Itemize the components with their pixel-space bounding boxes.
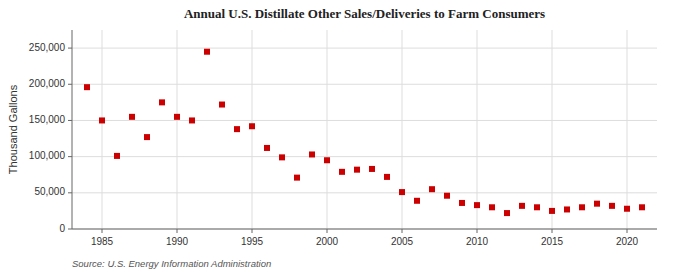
tick-label: 1990: [166, 236, 189, 247]
tick-mark: [402, 229, 403, 233]
point: [309, 151, 315, 157]
point: [339, 169, 345, 175]
grid-line: [402, 30, 403, 229]
grid: [72, 30, 657, 229]
chart: 0 50,000 100,000 150,000 200,000 250,000 1985 1…: [0, 0, 675, 275]
point: [624, 206, 630, 212]
tick-label: 2020: [616, 236, 639, 247]
point: [114, 153, 120, 159]
tick-mark: [477, 229, 478, 233]
point: [84, 84, 90, 90]
point: [219, 102, 225, 108]
point: [429, 186, 435, 192]
point: [144, 134, 150, 140]
tick-mark: [252, 229, 253, 233]
tick-mark: [68, 229, 72, 230]
tick-mark: [68, 192, 72, 193]
tick-mark: [177, 229, 178, 233]
point: [204, 49, 210, 55]
grid-line: [72, 229, 657, 230]
tick-mark: [68, 84, 72, 85]
grid-line: [252, 30, 253, 229]
point: [459, 200, 465, 206]
point: [354, 167, 360, 173]
point: [294, 175, 300, 181]
source-note: Source: U.S. Energy Information Administ…: [72, 258, 271, 269]
point: [234, 126, 240, 132]
tick-label: 250,000: [29, 42, 66, 53]
tick-label: 1995: [241, 236, 264, 247]
tick-label: 100,000: [29, 150, 66, 161]
tick-label: 150,000: [29, 114, 66, 125]
grid-line: [552, 30, 553, 229]
point: [99, 117, 105, 123]
grid-line: [72, 48, 657, 49]
tick-mark: [68, 156, 72, 157]
point: [189, 117, 195, 123]
tick-label: 2015: [541, 236, 564, 247]
grid-line: [177, 30, 178, 229]
tick-mark: [627, 229, 628, 233]
point: [279, 154, 285, 160]
point: [129, 114, 135, 120]
tick-mark: [327, 229, 328, 233]
point: [639, 204, 645, 210]
point: [519, 203, 525, 209]
point: [594, 201, 600, 207]
point: [159, 99, 165, 105]
y-axis-line: [72, 30, 73, 229]
point: [249, 123, 255, 129]
point: [504, 210, 510, 216]
grid-line: [72, 120, 657, 121]
grid-line: [627, 30, 628, 229]
point: [444, 193, 450, 199]
tick-label: 2000: [316, 236, 339, 247]
point: [609, 203, 615, 209]
tick-mark: [102, 229, 103, 233]
y-axis-label: Thousand Gallons: [7, 84, 19, 174]
tick-label: 0: [59, 223, 65, 234]
tick-mark: [552, 229, 553, 233]
grid-line: [477, 30, 478, 229]
tick-mark: [68, 120, 72, 121]
point: [489, 204, 495, 210]
axes: 0 50,000 100,000 150,000 200,000 250,000 1985 1…: [29, 30, 657, 247]
x-axis-line: [72, 229, 657, 230]
grid-line: [72, 192, 657, 193]
points: [84, 49, 645, 216]
point: [414, 198, 420, 204]
tick-label: 2010: [466, 236, 489, 247]
tick-label: 1985: [91, 236, 114, 247]
point: [579, 204, 585, 210]
title: Annual U.S. Distillate Other Sales/Deliv…: [184, 6, 545, 21]
point: [564, 206, 570, 212]
tick-mark: [68, 48, 72, 49]
point: [384, 174, 390, 180]
tick-label: 2005: [391, 236, 414, 247]
point: [474, 202, 480, 208]
point: [549, 208, 555, 214]
point: [369, 166, 375, 172]
point: [264, 145, 270, 151]
point: [399, 189, 405, 195]
tick-label: 50,000: [34, 186, 65, 197]
point: [324, 157, 330, 163]
tick-label: 200,000: [29, 78, 66, 89]
grid-line: [72, 156, 657, 157]
grid-line: [327, 30, 328, 229]
grid-line: [102, 30, 103, 229]
point: [174, 114, 180, 120]
grid-line: [72, 84, 657, 85]
point: [534, 204, 540, 210]
